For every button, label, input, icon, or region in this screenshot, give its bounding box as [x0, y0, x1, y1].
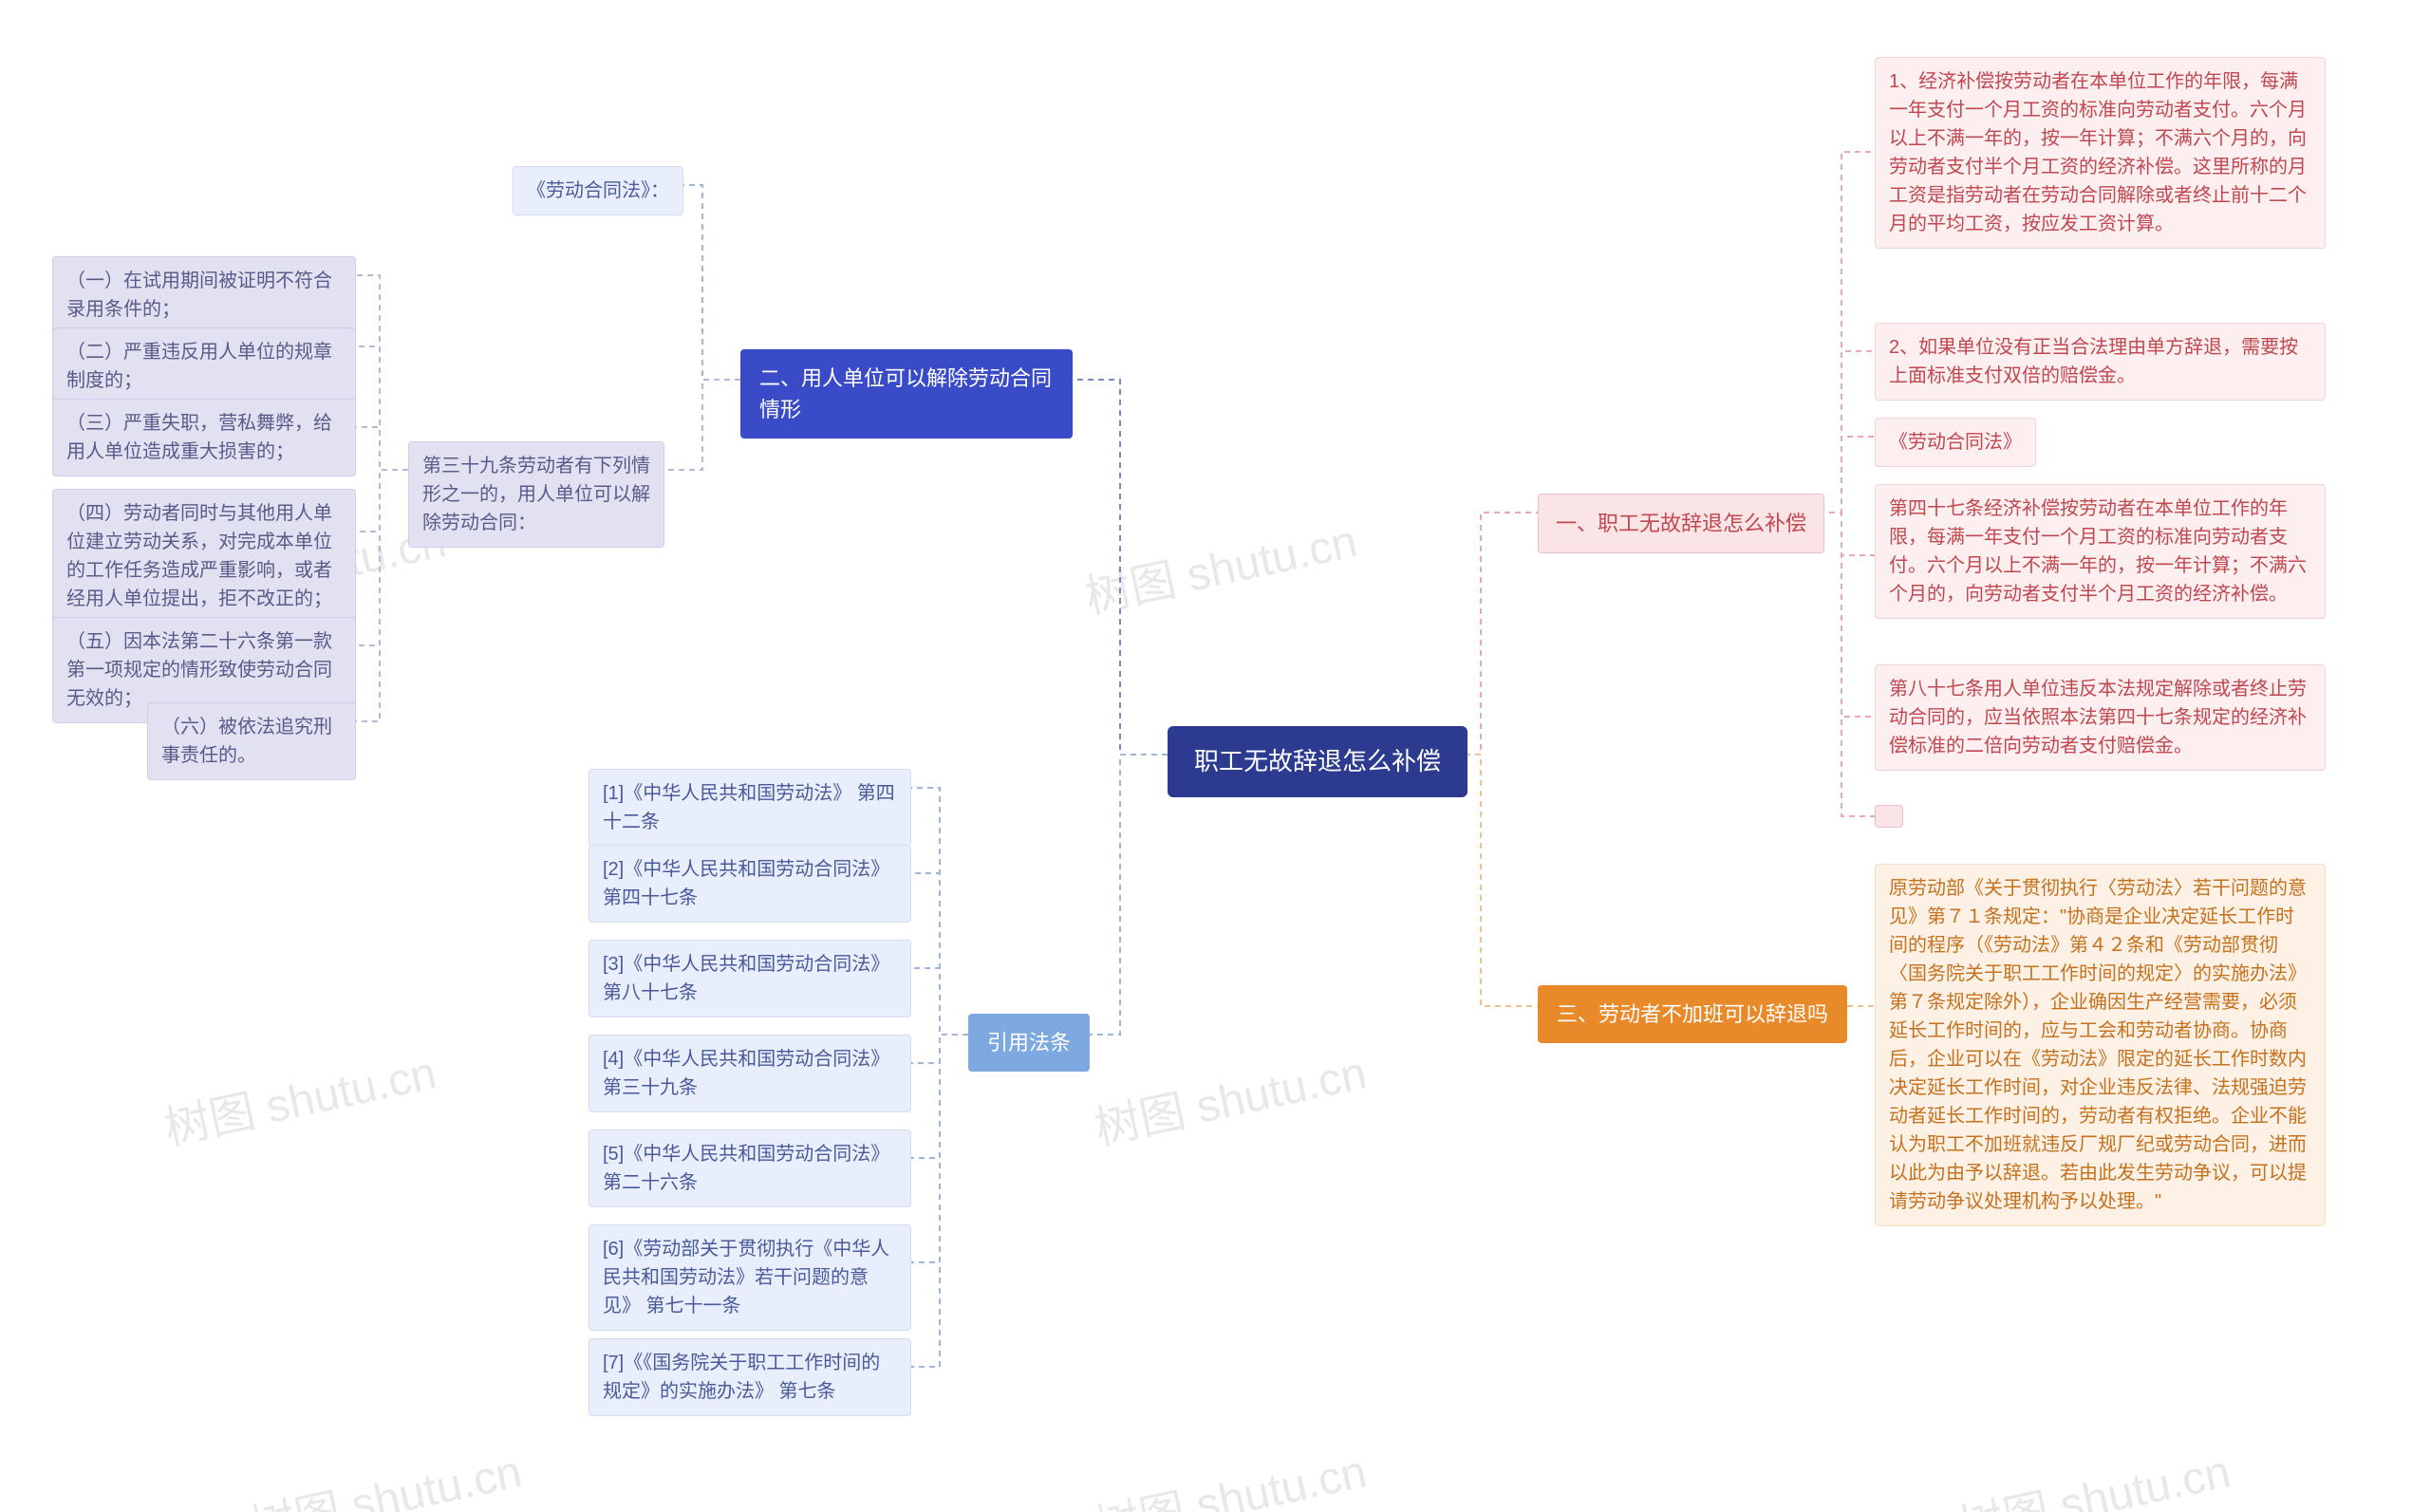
watermark: 树图 shutu.cn: [158, 1036, 441, 1158]
branch-2[interactable]: 二、用人单位可以解除劳动合同情形: [740, 349, 1073, 439]
branch-2-sub2-leaf: （四）劳动者同时与其他用人单位建立劳动关系，对完成本单位的工作任务造成严重影响，…: [52, 489, 356, 624]
branch-2-sub2-leaf: （一）在试用期间被证明不符合录用条件的；: [52, 256, 356, 334]
branch-4-leaf: [5]《中华人民共和国劳动合同法》 第二十六条: [589, 1129, 911, 1207]
branch-2-sub2-leaf: （三）严重失职，营私舞弊，给用人单位造成重大损害的；: [52, 399, 356, 476]
watermark: 树图 shutu.cn: [1078, 504, 1362, 626]
watermark: 树图 shutu.cn: [243, 1434, 527, 1512]
branch-2-sub2-leaf: （二）严重违反用人单位的规章制度的；: [52, 327, 356, 405]
branch-1[interactable]: 一、职工无故辞退怎么补偿: [1538, 494, 1824, 553]
branch-4[interactable]: 引用法条: [968, 1014, 1090, 1072]
branch-1-leaf-empty: [1875, 805, 1903, 828]
branch-4-leaf: [3]《中华人民共和国劳动合同法》 第八十七条: [589, 940, 911, 1017]
branch-4-leaf: [4]《中华人民共和国劳动合同法》 第三十九条: [589, 1035, 911, 1112]
root-node[interactable]: 职工无故辞退怎么补偿: [1168, 726, 1467, 797]
watermark: 树图 shutu.cn: [1952, 1434, 2235, 1512]
branch-1-leaf: 2、如果单位没有正当合法理由单方辞退，需要按上面标准支付双倍的赔偿金。: [1875, 323, 2326, 401]
branch-1-leaf: 《劳动合同法》: [1875, 418, 2036, 467]
branch-2-sub1: 《劳动合同法》：: [513, 166, 683, 215]
branch-2-sub2: 第三十九条劳动者有下列情形之一的，用人单位可以解除劳动合同：: [408, 441, 664, 548]
branch-4-leaf: [6]《劳动部关于贯彻执行《中华人民共和国劳动法》若干问题的意见》 第七十一条: [589, 1224, 911, 1331]
branch-3-leaf: 原劳动部《关于贯彻执行〈劳动法〉若干问题的意见》第７１条规定："协商是企业决定延…: [1875, 864, 2326, 1226]
branch-1-leaf: 第八十七条用人单位违反本法规定解除或者终止劳动合同的，应当依照本法第四十七条规定…: [1875, 664, 2326, 771]
watermark: 树图 shutu.cn: [1088, 1434, 1372, 1512]
branch-3[interactable]: 三、劳动者不加班可以辞退吗: [1538, 985, 1847, 1043]
watermark: 树图 shutu.cn: [1088, 1036, 1372, 1158]
branch-4-leaf: [2]《中华人民共和国劳动合同法》 第四十七条: [589, 845, 911, 923]
branch-2-sub2-leaf: （六）被依法追究刑事责任的。: [147, 702, 356, 780]
branch-1-leaf: 第四十七条经济补偿按劳动者在本单位工作的年限，每满一年支付一个月工资的标准向劳动…: [1875, 484, 2326, 619]
branch-1-leaf: 1、经济补偿按劳动者在本单位工作的年限，每满一年支付一个月工资的标准向劳动者支付…: [1875, 57, 2326, 249]
branch-4-leaf: [7]《《国务院关于职工工作时间的规定》的实施办法》 第七条: [589, 1338, 911, 1416]
branch-4-leaf: [1]《中华人民共和国劳动法》 第四十二条: [589, 769, 911, 847]
